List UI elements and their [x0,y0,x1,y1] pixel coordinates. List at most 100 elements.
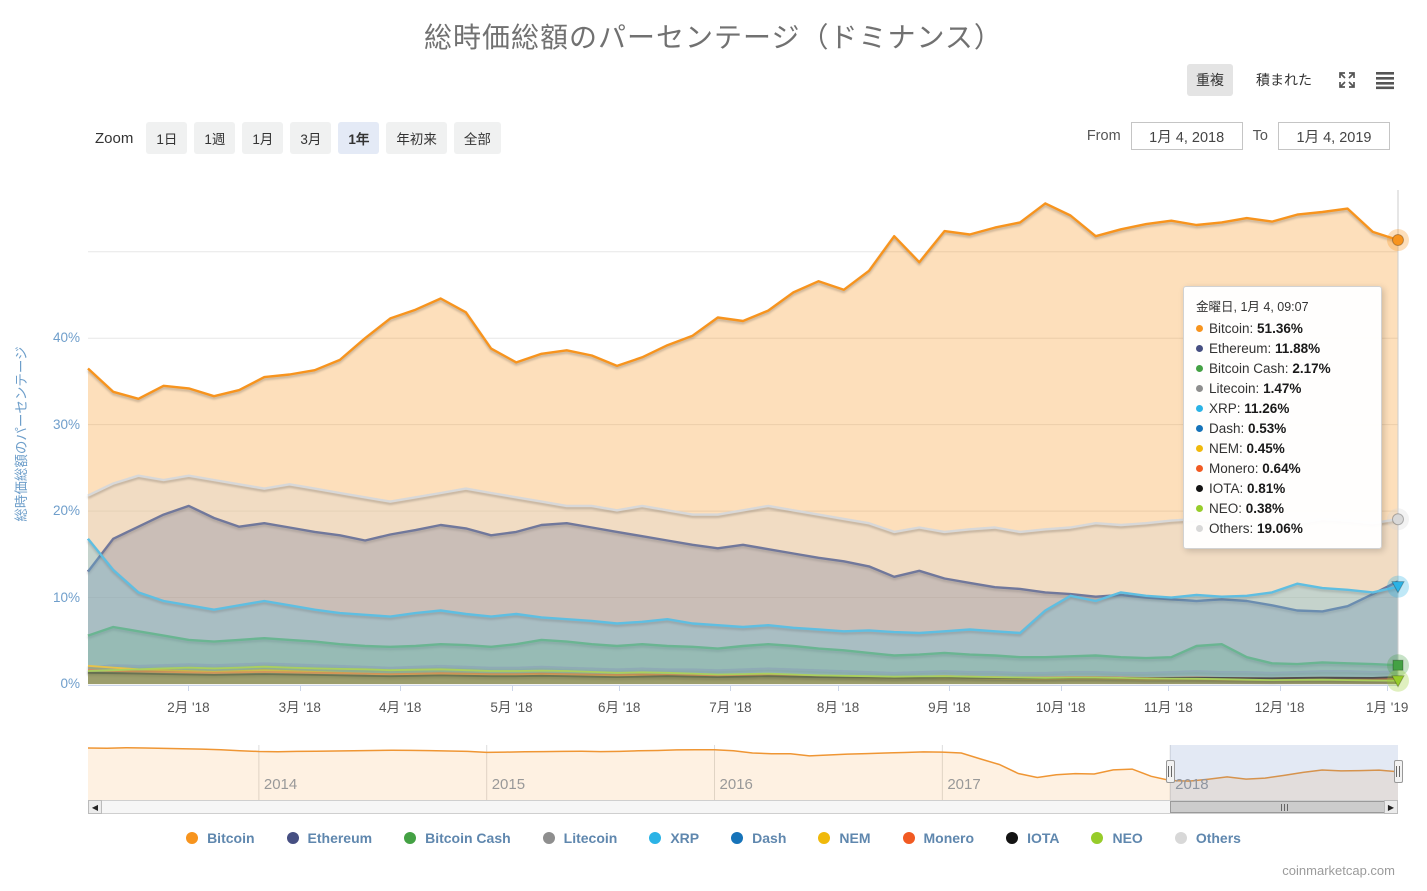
ethereum-legend-dot [286,832,299,844]
from-date-input[interactable] [1130,122,1243,150]
scrollbar-right-arrow[interactable]: ▶ [1384,800,1398,814]
navigator-chart[interactable] [87,745,1399,800]
x-axis-label-6月 '18: 6月 '18 [597,700,641,715]
nem-legend-dot [818,832,831,844]
x-axis-tick [619,685,621,691]
navigator-year-2014: 2014 [263,776,298,793]
legend-label: Dash [752,830,787,846]
x-axis-label-3月 '18: 3月 '18 [278,700,321,715]
tooltip-series-value: 0.53% [1248,421,1287,436]
navigator-year-2016: 2016 [719,776,753,793]
xrp-legend-dot [649,832,662,844]
iota-dot [1196,485,1203,492]
chart-legend: Bitcoin Ethereum Bitcoin Cash Litecoin XRP Da… [0,830,1427,846]
monero-legend-dot [902,832,915,844]
legend-item-ethereum[interactable]: Ethereum [286,830,373,846]
tooltip-series-name: IOTA [1209,481,1240,496]
navigator-right-handle[interactable] [1393,760,1403,783]
tooltip-row-xrp: XRP: 11.26% [1196,399,1369,419]
tooltip-row-ethereum: Ethereum: 11.88% [1196,339,1369,359]
date-range-controls: From To [1087,122,1390,150]
dash-legend-dot [731,832,744,844]
scrollbar-thumb[interactable] [1170,801,1398,813]
legend-item-nem[interactable]: NEM [818,830,871,846]
bitcoin-legend-dot [186,832,199,844]
legend-item-neo[interactable]: NEO [1091,830,1143,846]
tooltip-header: 金曜日, 1月 4, 09:07 [1196,300,1309,314]
legend-item-bitcoin-cash[interactable]: Bitcoin Cash [404,830,511,846]
tooltip-series-name: XRP [1209,401,1237,416]
tooltip-series-value: 0.81% [1247,481,1286,496]
x-axis-tick [1060,685,1062,691]
series-line-bitcoin [87,202,1399,400]
zoom-buttons: 1日 1週 1月 3月 1年 年初来 全部 [146,122,501,154]
zoom-option-1日[interactable]: 1日 [146,122,188,154]
tooltip-series-value: 51.36% [1257,321,1303,336]
x-axis-label-1月 '19: 1月 '19 [1366,700,1409,715]
x-axis-label-4月 '18: 4月 '18 [379,700,422,715]
navigator-year-2015: 2015 [491,776,526,793]
legend-item-dash[interactable]: Dash [731,830,786,846]
legend-item-xrp[interactable]: XRP [649,830,699,846]
legend-item-litecoin[interactable]: Litecoin [542,830,617,846]
tooltip-series-name: Bitcoin [1209,321,1250,336]
x-axis-tick [1168,685,1170,691]
x-axis-label-8月 '18: 8月 '18 [816,700,860,715]
to-date-input[interactable] [1278,122,1390,150]
x-axis-tick [511,685,513,691]
neo-dot [1196,505,1203,512]
x-axis-tick [949,685,951,691]
zoom-option-年初来[interactable]: 年初来 [386,122,447,154]
legend-item-others[interactable]: Others [1174,830,1241,846]
tooltip-series-name: Dash [1209,421,1241,436]
zoom-option-1年[interactable]: 1年 [338,122,380,154]
legend-label: XRP [670,830,700,846]
x-axis-label-9月 '18: 9月 '18 [928,700,971,715]
hamburger-icon [1376,72,1394,90]
tooltip-row-iota: IOTA: 0.81% [1196,479,1369,499]
tooltip-series-value: 0.38% [1245,501,1285,516]
series-line-bitcoin-cash [87,625,1399,667]
x-axis-tick [400,685,402,691]
tooltip-series-name: Others [1209,521,1250,536]
others-dot [1196,525,1203,532]
stacked-mode-button[interactable]: 積まれた [1247,64,1321,96]
fullscreen-icon[interactable] [1335,68,1359,92]
chart-mode-toolbar: 重複 積まれた [1187,64,1397,96]
tooltip-row-dash: Dash: 0.53% [1196,419,1369,439]
zoom-option-全部[interactable]: 全部 [453,122,501,154]
y-axis-label-20%: 20% [52,503,80,519]
bitcoin-cash-dot [1196,365,1203,372]
x-axis-tick [1387,685,1389,691]
zoom-option-1週[interactable]: 1週 [194,122,236,154]
x-axis-label-10月 '18: 10月 '18 [1035,700,1086,715]
navigator-selected-range[interactable] [1170,745,1398,800]
from-label: From [1086,128,1121,144]
legend-label: Ethereum [307,830,373,846]
x-axis-tick [299,685,301,691]
legend-label: Monero [923,830,975,846]
context-menu-icon[interactable] [1373,68,1397,92]
tooltip-series-name: Litecoin [1209,381,1256,396]
dominance-area-chart[interactable] [87,190,1409,692]
x-axis-tick [188,685,190,691]
tooltip-series-value: 11.26% [1244,401,1290,416]
legend-item-bitcoin[interactable]: Bitcoin [186,830,255,846]
legend-label: NEO [1112,830,1143,846]
tooltip-series-value: 0.45% [1246,441,1285,456]
legend-label: Bitcoin [207,830,255,846]
y-axis-label-10%: 10% [52,589,80,605]
overlap-mode-button[interactable]: 重複 [1187,64,1233,96]
zoom-option-3月[interactable]: 3月 [290,122,332,154]
zoom-option-1月[interactable]: 1月 [242,122,284,154]
watermark: coinmarketcap.com [1282,863,1395,878]
legend-item-iota[interactable]: IOTA [1006,830,1059,846]
scrollbar-left-arrow[interactable]: ◀ [88,800,102,814]
tooltip-row-monero: Monero: 0.64% [1196,459,1369,479]
legend-item-monero[interactable]: Monero [902,830,975,846]
tooltip-series-name: NEM [1209,441,1239,456]
x-axis-label-12月 '18: 12月 '18 [1254,700,1305,715]
bitcoin-dot [1196,325,1203,332]
navigator-left-handle[interactable] [1165,760,1175,783]
tooltip-row-neo: NEO: 0.38% [1196,499,1369,519]
